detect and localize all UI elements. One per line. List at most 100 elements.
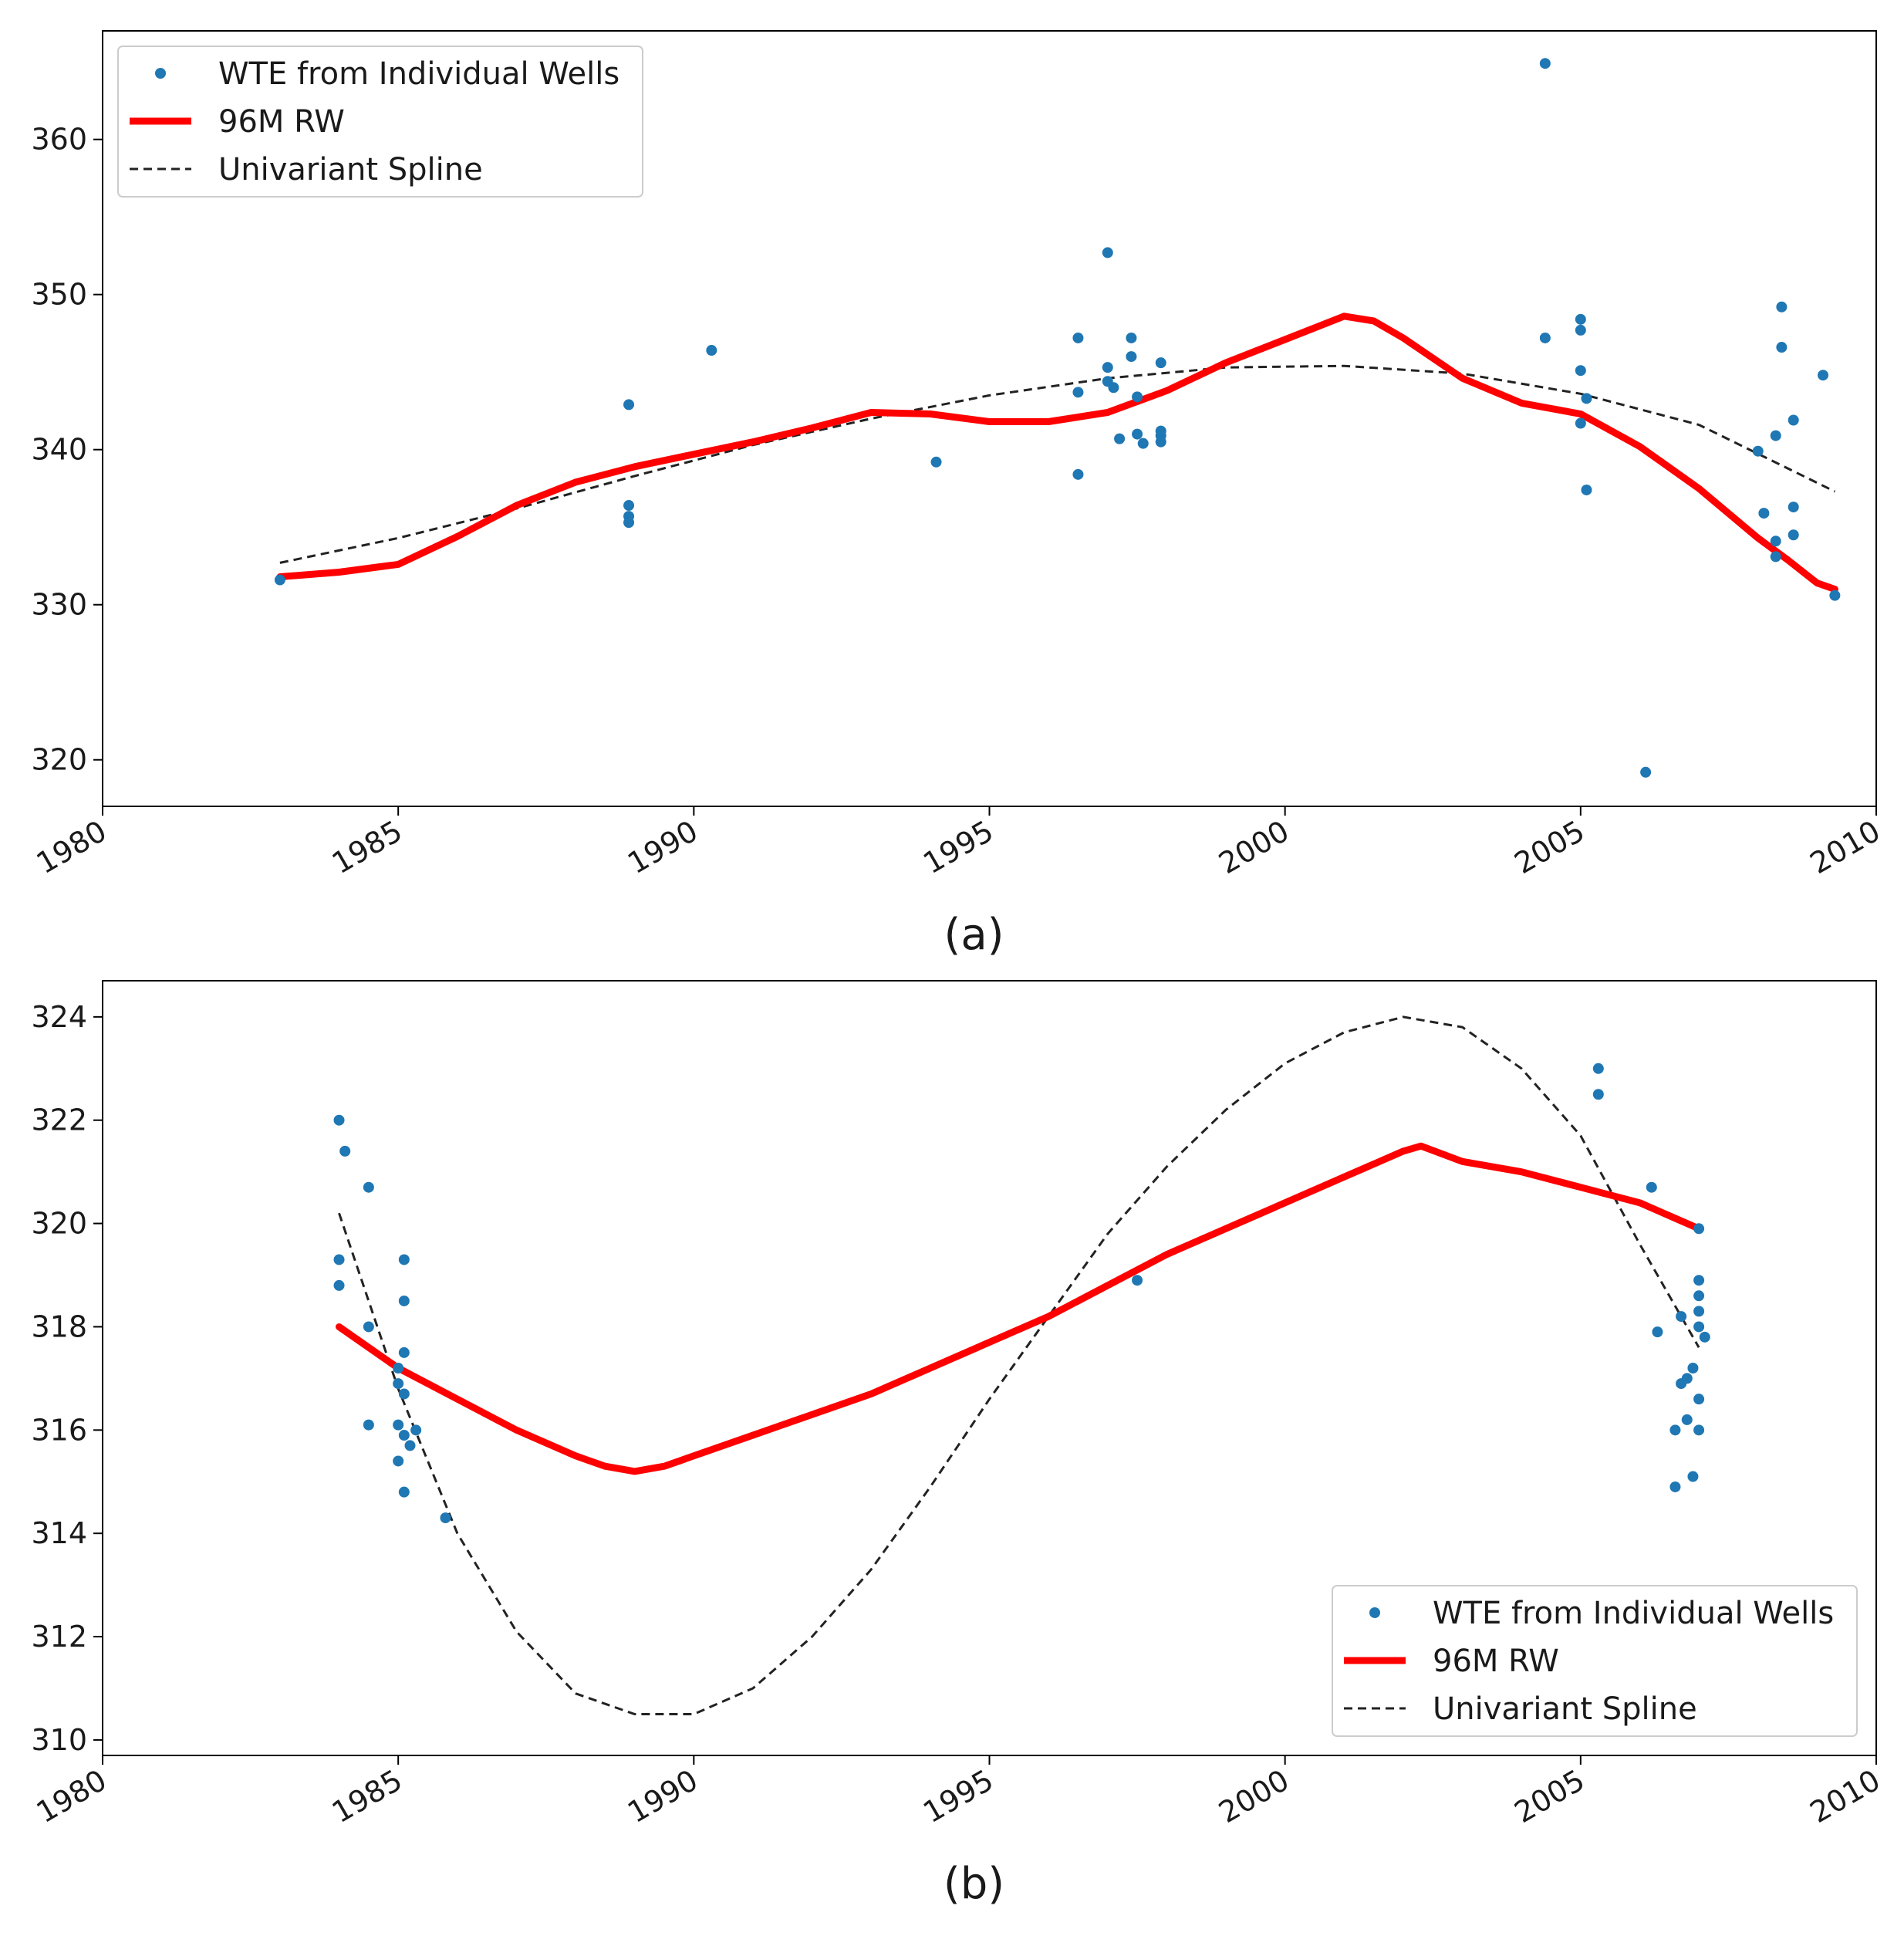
x-tick-label: 1980 [31, 814, 113, 880]
chart-panel-b: 310 312 314 316 318 320 322 324 1980 1985 1990 1995… [31, 980, 1886, 1909]
data-point [1126, 351, 1137, 363]
legend-label: 96M RW [218, 104, 345, 140]
data-point [1693, 1223, 1705, 1235]
rolling-line [336, 1142, 1703, 1475]
data-point [404, 1440, 416, 1451]
y-tick-label: 310 [31, 1723, 87, 1757]
data-point [393, 1363, 404, 1373]
data-point [1681, 1373, 1693, 1384]
data-point [410, 1424, 422, 1436]
data-point [1693, 1394, 1705, 1405]
panel-label: (b) [944, 1859, 1004, 1909]
x-tick-label: 2000 [1213, 814, 1295, 880]
data-point [1072, 468, 1084, 480]
data-point [1693, 1424, 1705, 1436]
legend-marker-points [155, 68, 166, 79]
data-point [1575, 313, 1586, 325]
data-point [1072, 387, 1084, 398]
data-point [333, 1114, 345, 1126]
x-tick-label: 1985 [326, 814, 408, 880]
data-point [398, 1254, 410, 1265]
y-tick-label: 350 [31, 278, 87, 312]
x-tick-label: 1985 [326, 1763, 408, 1830]
data-point [1539, 58, 1551, 69]
data-point [1072, 332, 1084, 343]
data-point [1646, 1181, 1657, 1193]
x-tick-label: 2005 [1509, 1763, 1591, 1830]
y-tick-label: 330 [31, 588, 87, 622]
data-point [1592, 1063, 1604, 1074]
legend-label: Univariant Spline [218, 152, 483, 188]
legend: WTE from Individual Wells 96M RW Univarian… [1332, 1585, 1858, 1737]
data-point [623, 399, 635, 411]
data-point [363, 1181, 374, 1193]
data-point [706, 345, 717, 356]
data-point [363, 1419, 374, 1431]
data-point [1155, 357, 1166, 369]
data-point [1770, 430, 1781, 441]
y-tick-label: 318 [31, 1309, 87, 1343]
plot-area [274, 58, 1841, 778]
data-point [1652, 1326, 1663, 1338]
data-point [623, 500, 635, 512]
data-point [1770, 536, 1781, 547]
legend-marker-points [1369, 1607, 1380, 1618]
data-point [1102, 362, 1113, 373]
y-tick-label: 340 [31, 433, 87, 467]
legend-label: Univariant Spline [1433, 1691, 1697, 1727]
x-tick-label: 2010 [1804, 814, 1886, 880]
y-tick-label: 322 [31, 1103, 87, 1137]
legend-label: 96M RW [1433, 1644, 1559, 1679]
x-tick-label: 1990 [622, 814, 704, 880]
data-point [1592, 1089, 1604, 1100]
data-point [1669, 1424, 1681, 1436]
data-point [398, 1295, 410, 1306]
y-tick-label: 316 [31, 1413, 87, 1447]
data-point [398, 1486, 410, 1498]
data-point [1776, 301, 1788, 313]
data-point [1758, 508, 1770, 519]
data-point [1788, 502, 1799, 513]
data-point [1687, 1363, 1699, 1373]
plot-area [333, 1015, 1710, 1715]
data-point [1687, 1471, 1699, 1482]
y-tick-label: 320 [31, 743, 87, 777]
data-point [398, 1388, 410, 1400]
data-point [1102, 247, 1113, 258]
data-point [1132, 428, 1143, 440]
data-point [1788, 414, 1799, 426]
data-point [1132, 1275, 1143, 1286]
y-tick-label: 360 [31, 123, 87, 157]
y-tick-label: 324 [31, 1000, 87, 1034]
x-tick-label: 2000 [1213, 1763, 1295, 1830]
legend: WTE from Individual Wells 96M RW Univarian… [117, 46, 643, 198]
data-point [1126, 332, 1137, 343]
y-tick-label: 314 [31, 1516, 87, 1550]
data-point [623, 517, 635, 529]
data-point [1818, 370, 1829, 381]
legend-box [1332, 1585, 1858, 1737]
legend-label: WTE from Individual Wells [218, 56, 619, 92]
data-point [398, 1346, 410, 1358]
data-point [440, 1512, 451, 1524]
data-point [1114, 433, 1126, 444]
data-point [398, 1430, 410, 1441]
data-point [1693, 1290, 1705, 1302]
data-point [1132, 391, 1143, 403]
data-point [1699, 1331, 1710, 1343]
data-point [1137, 438, 1149, 449]
panel-label: (a) [944, 910, 1004, 960]
data-point [393, 1455, 404, 1467]
data-point [1788, 529, 1799, 541]
data-point [393, 1419, 404, 1431]
data-point [1693, 1306, 1705, 1317]
data-point [1575, 417, 1586, 429]
well-points [274, 58, 1841, 778]
data-point [1581, 484, 1592, 495]
data-point [930, 456, 942, 468]
x-tick-label: 1980 [31, 1763, 113, 1830]
x-tick-label: 1995 [917, 1763, 999, 1830]
data-point [1575, 324, 1586, 336]
legend-label: WTE from Individual Wells [1433, 1596, 1834, 1631]
